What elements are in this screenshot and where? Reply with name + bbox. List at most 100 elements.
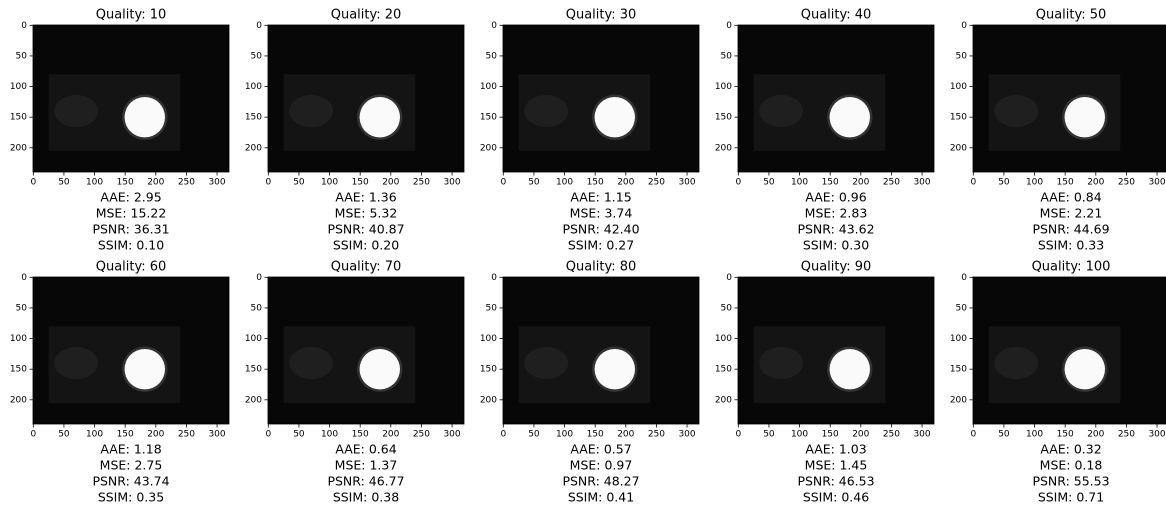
subplot: Quality: 100 0 50 100 150 200 250 300 0 50 100 150 2… xyxy=(950,260,1166,505)
y-tick-label: 150 xyxy=(245,365,262,375)
y-tick-label: 200 xyxy=(480,395,497,405)
y-tick-label: 200 xyxy=(10,395,27,405)
image-blob xyxy=(994,95,1039,128)
metric-label: AAE: 2.95 xyxy=(100,190,161,205)
x-tick-label: 100 xyxy=(321,178,338,188)
image-disk xyxy=(1064,348,1105,390)
axes-frame xyxy=(267,276,465,425)
x-tick-label: 200 xyxy=(147,430,164,440)
x-tick-label: 300 xyxy=(1148,178,1165,188)
y-tick-label: 150 xyxy=(10,365,27,375)
y-tick-label: 200 xyxy=(715,143,732,153)
x-tick-label: 100 xyxy=(556,178,573,188)
image-disk xyxy=(594,348,635,390)
x-tick-label: 200 xyxy=(147,178,164,188)
metric-label: MSE: 15.22 xyxy=(96,206,167,221)
metric-label: AAE: 0.96 xyxy=(805,190,866,205)
image-blob xyxy=(524,95,569,128)
metric-label: SSIM: 0.33 xyxy=(1038,238,1104,253)
y-tick-label: 200 xyxy=(950,143,967,153)
x-tick-label: 200 xyxy=(852,430,869,440)
axes-frame xyxy=(972,276,1166,425)
x-tick-label: 150 xyxy=(352,430,369,440)
x-tick-label: 50 xyxy=(293,178,305,188)
x-tick-label: 0 xyxy=(265,430,271,440)
x-tick-label: 50 xyxy=(528,178,540,188)
metric-label: AAE: 0.64 xyxy=(335,442,396,457)
x-tick-label: 200 xyxy=(1087,430,1104,440)
image-disk xyxy=(124,96,165,138)
y-tick-label: 100 xyxy=(950,334,967,344)
image-disk xyxy=(829,96,870,138)
x-tick-label: 150 xyxy=(1057,430,1074,440)
metric-label: AAE: 0.84 xyxy=(1040,190,1101,205)
metric-label: SSIM: 0.38 xyxy=(333,490,399,505)
x-tick-label: 0 xyxy=(970,430,976,440)
x-tick-label: 50 xyxy=(763,178,775,188)
subplot-title: Quality: 70 xyxy=(331,260,402,275)
image-blob xyxy=(289,347,334,380)
x-tick-label: 150 xyxy=(822,178,839,188)
metric-label: PSNR: 43.74 xyxy=(92,474,169,489)
image xyxy=(503,25,699,172)
metric-label: SSIM: 0.30 xyxy=(803,238,869,253)
x-tick-label: 50 xyxy=(58,430,70,440)
subplot-title: Quality: 90 xyxy=(801,260,872,275)
y-tick-label: 100 xyxy=(715,82,732,92)
image-blob xyxy=(524,347,569,380)
x-tick-label: 150 xyxy=(117,430,134,440)
subplot-title: Quality: 60 xyxy=(96,260,167,275)
image-disk xyxy=(124,348,165,390)
x-tick-label: 250 xyxy=(178,178,195,188)
subplot-title: Quality: 30 xyxy=(566,8,637,23)
y-tick-label: 200 xyxy=(715,395,732,405)
metric-label: MSE: 2.83 xyxy=(805,206,868,221)
x-tick-label: 200 xyxy=(617,178,634,188)
metric-label: PSNR: 42.40 xyxy=(562,222,639,237)
subplot: Quality: 40 0 50 100 150 200 250 300 0 50 100 150 20… xyxy=(715,8,935,253)
x-tick-label: 50 xyxy=(763,430,775,440)
x-tick-label: 200 xyxy=(617,430,634,440)
subplot: Quality: 70 0 50 100 150 200 250 300 0 50 100 150 20… xyxy=(245,260,465,505)
y-tick-label: 200 xyxy=(480,143,497,153)
x-tick-label: 250 xyxy=(883,178,900,188)
axes-frame xyxy=(32,276,230,425)
metric-label: AAE: 0.32 xyxy=(1040,442,1101,457)
image-disk xyxy=(359,348,400,390)
y-tick-label: 200 xyxy=(245,143,262,153)
subplot: Quality: 30 0 50 100 150 200 250 300 0 50 100 150 20… xyxy=(480,8,700,253)
y-tick-label: 0 xyxy=(256,273,262,283)
subplot-title: Quality: 40 xyxy=(801,8,872,23)
image-disk xyxy=(594,96,635,138)
x-tick-label: 250 xyxy=(178,430,195,440)
metric-label: MSE: 5.32 xyxy=(335,206,398,221)
image-blob xyxy=(759,347,804,380)
y-tick-label: 100 xyxy=(245,334,262,344)
x-tick-label: 0 xyxy=(265,178,271,188)
y-tick-label: 150 xyxy=(10,113,27,123)
x-tick-label: 250 xyxy=(883,430,900,440)
y-tick-label: 150 xyxy=(715,365,732,375)
subplot-title: Quality: 50 xyxy=(1036,8,1107,23)
metric-label: PSNR: 40.87 xyxy=(327,222,404,237)
x-tick-label: 0 xyxy=(500,178,506,188)
y-tick-label: 200 xyxy=(245,395,262,405)
y-tick-label: 0 xyxy=(961,21,967,31)
subplot-title: Quality: 80 xyxy=(566,260,637,275)
metric-label: PSNR: 36.31 xyxy=(92,222,169,237)
x-tick-label: 300 xyxy=(443,430,460,440)
y-tick-label: 150 xyxy=(715,113,732,123)
metric-label: SSIM: 0.41 xyxy=(568,490,634,505)
subplot-title: Quality: 100 xyxy=(1032,260,1111,275)
metric-label: PSNR: 46.77 xyxy=(327,474,404,489)
y-tick-label: 100 xyxy=(10,82,27,92)
x-tick-label: 150 xyxy=(352,178,369,188)
subplot: Quality: 20 0 50 100 150 200 250 300 0 50 100 150 20… xyxy=(245,8,465,253)
image-blob xyxy=(54,95,99,128)
metric-label: PSNR: 48.27 xyxy=(562,474,639,489)
image xyxy=(33,25,229,172)
x-tick-label: 250 xyxy=(648,430,665,440)
y-tick-label: 200 xyxy=(950,395,967,405)
y-tick-label: 50 xyxy=(16,51,28,61)
metric-label: SSIM: 0.20 xyxy=(333,238,399,253)
